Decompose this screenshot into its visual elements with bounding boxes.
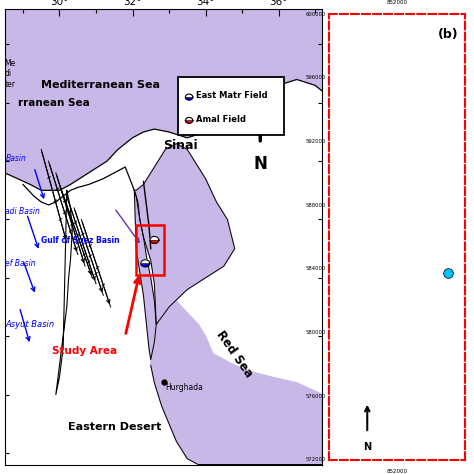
Text: 600000: 600000 <box>305 12 325 17</box>
Text: Asyut Basin: Asyut Basin <box>6 320 55 329</box>
Text: 576000: 576000 <box>305 393 325 399</box>
Polygon shape <box>185 94 193 97</box>
Polygon shape <box>134 144 235 325</box>
Text: 572000: 572000 <box>305 457 325 462</box>
Polygon shape <box>134 191 156 359</box>
Text: adi Basin: adi Basin <box>6 207 40 216</box>
Text: Mediterranean Sea: Mediterranean Sea <box>41 80 160 91</box>
FancyBboxPatch shape <box>178 77 284 135</box>
Text: Gulf of Suez Basin: Gulf of Suez Basin <box>41 236 120 245</box>
Text: Sinai: Sinai <box>163 139 197 153</box>
Text: rranean Sea: rranean Sea <box>18 98 89 108</box>
Polygon shape <box>185 120 193 123</box>
Text: 36°: 36° <box>269 0 288 7</box>
Text: Amal Field: Amal Field <box>196 115 246 124</box>
Text: N: N <box>363 442 371 452</box>
Text: 596000: 596000 <box>305 75 325 81</box>
Text: 592000: 592000 <box>305 139 325 144</box>
Text: 30°: 30° <box>50 0 69 7</box>
Text: N: N <box>253 155 267 173</box>
Text: Hurghada: Hurghada <box>165 383 203 392</box>
Bar <box>136 225 164 275</box>
Text: 852000: 852000 <box>386 469 408 474</box>
Polygon shape <box>185 97 193 100</box>
Text: 588000: 588000 <box>305 203 325 208</box>
Polygon shape <box>141 260 150 263</box>
Text: 580000: 580000 <box>305 330 325 335</box>
Text: Eastern Desert: Eastern Desert <box>68 421 161 431</box>
Text: 34°: 34° <box>196 0 215 7</box>
Polygon shape <box>150 237 159 240</box>
Text: Red Sea: Red Sea <box>214 328 255 380</box>
Polygon shape <box>5 9 322 191</box>
Text: East Matr Field: East Matr Field <box>196 91 268 100</box>
Text: Basin: Basin <box>6 154 27 163</box>
Text: 584000: 584000 <box>305 266 325 271</box>
Text: 32°: 32° <box>123 0 142 7</box>
Polygon shape <box>150 240 159 244</box>
Text: Study Area: Study Area <box>53 346 118 356</box>
Text: (b): (b) <box>438 27 459 41</box>
Text: 852000: 852000 <box>386 0 408 5</box>
Polygon shape <box>151 278 322 465</box>
Polygon shape <box>5 9 322 465</box>
Polygon shape <box>56 191 72 394</box>
Text: ef Basin: ef Basin <box>6 259 36 268</box>
Text: Me
di
ter: Me di ter <box>5 59 16 89</box>
Polygon shape <box>141 263 150 267</box>
Polygon shape <box>185 118 193 120</box>
